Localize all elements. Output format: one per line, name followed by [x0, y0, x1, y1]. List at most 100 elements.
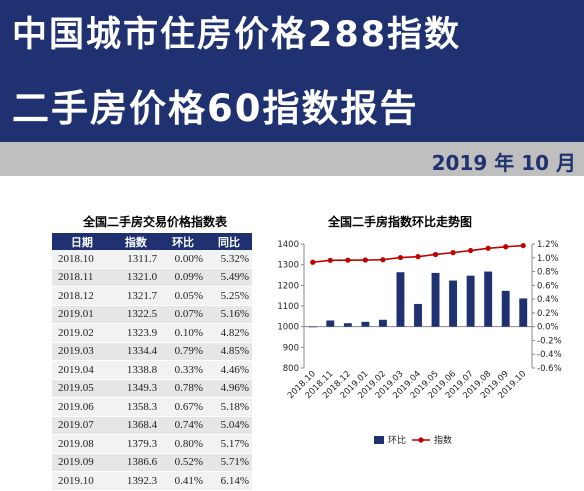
row-index: 1311.7	[111, 250, 161, 269]
row-yoy: 5.18%	[206, 397, 252, 417]
row-yoy: 4.46%	[206, 360, 252, 380]
row-date: 2019.02	[52, 323, 112, 343]
row-index: 1323.9	[111, 323, 161, 343]
row-yoy: 4.85%	[206, 342, 252, 361]
table-row: 2019.02 1323.9 0.10% 4.82%	[52, 323, 252, 343]
row-mom: 0.74%	[160, 416, 207, 435]
header-banner: 中国城市住房价格288指数 二手房价格60指数报告	[0, 0, 584, 142]
bar	[466, 275, 475, 327]
legend-bar-label: 环比	[388, 434, 406, 446]
row-date: 2019.04	[52, 360, 112, 380]
table-row: 2019.03 1334.4 0.79% 4.85%	[52, 342, 252, 361]
index-point	[327, 257, 333, 263]
header-yoy: 同比	[206, 233, 252, 250]
index-point	[485, 245, 491, 251]
table-row: 2018.10 1311.7 0.00% 5.32%	[52, 250, 252, 269]
right-tick-label: 0.6%	[537, 281, 559, 291]
row-index: 1321.0	[111, 268, 161, 287]
left-tick-label: 1200	[277, 281, 299, 291]
table-title: 全国二手房交易价格指数表	[82, 215, 227, 229]
index-table: 日期 指数 环比 同比 2018.10 1311.7 0.00% 5.32% 2018.…	[52, 233, 252, 491]
index-chart: 1400 1300 1200 1100 1000 900 800 1.2% 1.0% 0.8% 0.…	[277, 240, 562, 446]
bar	[501, 290, 510, 327]
index-point	[520, 242, 526, 249]
right-tick-label: 0.4%	[537, 295, 559, 305]
row-index: 1349.3	[111, 379, 161, 398]
row-mom: 0.09%	[160, 268, 207, 287]
table-row: 2018.11 1321.0 0.09% 5.49%	[52, 268, 252, 287]
right-tick-label: 0.2%	[537, 309, 559, 319]
row-mom: 0.80%	[160, 434, 207, 454]
chart-title: 全国二手房指数环比走势图	[327, 215, 472, 229]
row-yoy: 4.96%	[206, 379, 252, 398]
report-title-line2: 二手房价格60指数报告	[12, 87, 419, 130]
table-body: 2018.10 1311.7 0.00% 5.32% 2018.11 1321.0 0.09…	[52, 250, 252, 491]
bar	[326, 320, 335, 327]
left-tick-label: 1100	[277, 302, 299, 312]
row-yoy: 5.32%	[206, 250, 252, 269]
index-point	[432, 251, 439, 258]
bar	[343, 323, 352, 327]
row-date: 2019.08	[52, 434, 112, 454]
row-index: 1392.3	[111, 471, 161, 491]
row-yoy: 5.71%	[206, 453, 252, 472]
right-tick-label: -0.4%	[537, 350, 562, 360]
left-tick-label: 1300	[277, 261, 299, 271]
index-point	[345, 257, 351, 263]
row-date: 2019.10	[52, 471, 112, 491]
right-tick-label: 1.2%	[537, 240, 559, 250]
bar	[484, 271, 493, 327]
bar	[414, 303, 422, 327]
date-band: 2019 年 10 月	[0, 142, 584, 176]
index-line	[312, 244, 524, 264]
right-tick-label: 0.8%	[537, 268, 559, 278]
row-index: 1379.3	[111, 434, 161, 454]
row-date: 2019.06	[52, 397, 112, 417]
table-row: 2019.06 1358.3 0.67% 5.18%	[52, 397, 252, 417]
row-mom: 0.00%	[160, 250, 207, 269]
legend-line-label: 指数	[434, 434, 452, 446]
row-index: 1322.5	[111, 305, 161, 324]
row-mom: 0.79%	[160, 342, 207, 361]
bar	[396, 272, 405, 327]
row-date: 2019.05	[52, 379, 112, 398]
row-index: 1368.4	[111, 416, 161, 435]
right-tick-label: -0.2%	[537, 336, 562, 346]
bar	[361, 321, 370, 327]
right-tick-label: 0.0%	[537, 323, 559, 333]
bar	[431, 272, 440, 327]
left-tick-label: 800	[283, 364, 299, 374]
table-row: 2019.10 1392.3 0.41% 6.14%	[52, 471, 252, 491]
index-point	[310, 259, 316, 265]
table-row: 2019.08 1379.3 0.80% 5.17%	[52, 434, 252, 454]
row-date: 2018.10	[52, 250, 112, 269]
row-yoy: 5.25%	[206, 286, 252, 306]
right-tick-label: -0.6%	[537, 364, 562, 374]
header-index: 指数	[111, 233, 161, 250]
bar	[308, 326, 317, 328]
row-date: 2019.09	[52, 453, 112, 472]
row-mom: 0.05%	[160, 286, 207, 306]
index-point	[397, 254, 404, 261]
row-mom: 0.78%	[160, 379, 207, 398]
row-date: 2019.01	[52, 305, 112, 324]
bar	[449, 280, 458, 327]
table-row: 2018.12 1321.7 0.05% 5.25%	[52, 286, 252, 306]
row-yoy: 5.16%	[206, 305, 252, 324]
row-date: 2019.03	[52, 342, 112, 361]
index-point	[362, 257, 368, 263]
row-index: 1338.8	[111, 360, 161, 380]
row-mom: 0.10%	[160, 323, 207, 343]
left-tick-label: 1400	[277, 240, 299, 250]
index-point	[468, 247, 474, 254]
index-point	[380, 257, 386, 263]
table-header-row: 日期 指数 环比 同比	[52, 233, 252, 250]
row-index: 1321.7	[111, 286, 161, 306]
header-mom: 环比	[160, 233, 207, 250]
row-mom: 0.33%	[160, 360, 207, 380]
row-yoy: 5.49%	[206, 268, 252, 287]
row-mom: 0.07%	[160, 305, 207, 324]
legend-line-marker	[418, 437, 424, 443]
left-tick-label: 900	[283, 343, 299, 353]
bar	[519, 298, 528, 327]
